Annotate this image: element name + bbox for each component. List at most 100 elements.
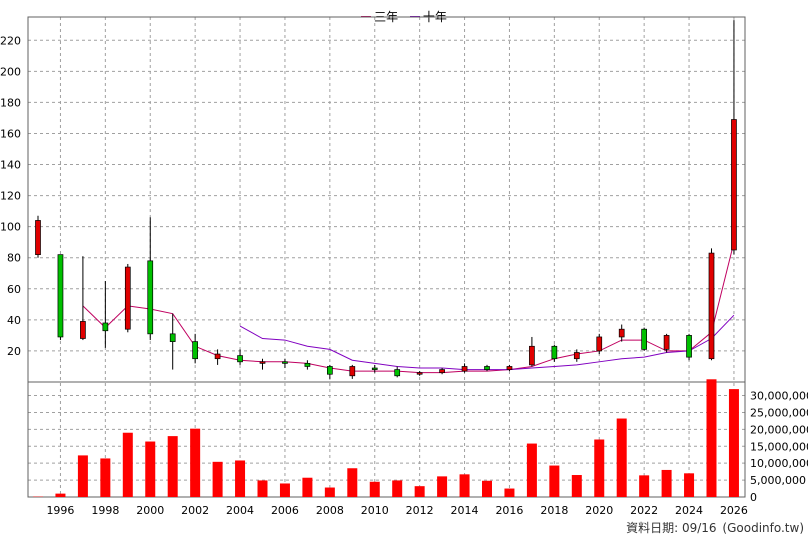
price-tick-label: 80 xyxy=(7,252,21,265)
candle-body xyxy=(708,252,715,360)
volume-bar xyxy=(55,493,66,497)
volume-bar xyxy=(77,455,88,497)
volume-bar xyxy=(661,469,672,497)
volume-tick-label: 30,000,000 xyxy=(750,390,808,403)
price-tick-label: 140 xyxy=(0,159,21,172)
volume-bar xyxy=(235,460,246,497)
ma-line-3yr xyxy=(82,242,735,374)
candle-body xyxy=(327,366,333,375)
candle-body xyxy=(147,260,154,335)
volume-bar xyxy=(190,428,201,497)
volume-bar xyxy=(549,465,560,497)
x-tick-label: 2020 xyxy=(585,504,613,517)
candle-body xyxy=(259,361,266,364)
candle-body xyxy=(641,328,648,350)
x-tick-label: 1998 xyxy=(91,504,119,517)
candle-body xyxy=(663,335,670,350)
x-tick-label: 2008 xyxy=(316,504,344,517)
x-tick-label: 2002 xyxy=(181,504,209,517)
x-tick-label: 2012 xyxy=(406,504,434,517)
x-tick-label: 2018 xyxy=(540,504,568,517)
volume-bar xyxy=(392,480,403,497)
candle-body xyxy=(214,353,221,360)
volume-tick-label: 5,000,000 xyxy=(750,474,806,487)
volume-bar xyxy=(459,474,470,497)
x-tick-label: 2014 xyxy=(451,504,479,517)
candle-body xyxy=(80,321,86,339)
volume-bar xyxy=(728,389,739,497)
candle-body xyxy=(349,366,356,377)
volume-bar xyxy=(414,486,425,497)
x-tick-label: 2024 xyxy=(675,504,703,517)
data-date-label: 資料日期: 09/16 xyxy=(626,521,717,535)
x-tick-label: 2004 xyxy=(226,504,254,517)
candle-body xyxy=(529,345,535,366)
candle-body xyxy=(394,369,401,377)
price-tick-label: 40 xyxy=(7,314,21,327)
x-tick-label: 2000 xyxy=(136,504,164,517)
price-tick-label: 100 xyxy=(0,221,21,234)
x-tick-label: 2026 xyxy=(720,504,748,517)
volume-bar xyxy=(526,443,537,497)
volume-bar xyxy=(122,432,133,497)
candle-body xyxy=(371,367,378,370)
x-tick-label: 2006 xyxy=(271,504,299,517)
candle-body xyxy=(439,369,445,374)
volume-bar xyxy=(437,476,448,497)
volume-tick-label: 15,000,000 xyxy=(750,440,808,453)
candle-body xyxy=(237,355,243,363)
volume-tick-label: 25,000,000 xyxy=(750,406,808,419)
volume-bar xyxy=(347,468,358,497)
volume-bar xyxy=(706,379,717,497)
volume-bar xyxy=(302,477,313,497)
x-tick-label: 2010 xyxy=(361,504,389,517)
candle-body xyxy=(124,266,131,330)
candle-body xyxy=(731,119,737,251)
candle-body xyxy=(573,352,580,360)
volume-bar xyxy=(145,441,156,497)
candle-body xyxy=(416,372,423,375)
price-tick-label: 180 xyxy=(0,96,21,109)
volume-bar xyxy=(639,475,650,497)
volume-bar xyxy=(616,418,627,497)
candle-body xyxy=(596,336,603,352)
candle-body xyxy=(686,335,692,358)
candle-body xyxy=(618,328,625,338)
ma-line-10yr xyxy=(239,314,735,371)
volume-bar xyxy=(167,436,178,497)
x-tick-label: 1996 xyxy=(46,504,74,517)
price-tick-label: 200 xyxy=(0,65,21,78)
volume-bar xyxy=(257,480,268,497)
candle-body xyxy=(506,366,513,370)
source-label: (Goodinfo.tw) xyxy=(722,521,804,535)
candle-body xyxy=(282,361,288,364)
volume-bar xyxy=(571,475,582,497)
volume-bar xyxy=(369,481,380,497)
volume-panel-frame xyxy=(27,381,746,498)
volume-bar xyxy=(212,461,223,497)
candle-body xyxy=(35,220,41,255)
volume-bar xyxy=(324,487,335,497)
candle-body xyxy=(304,363,311,367)
price-panel-frame xyxy=(27,16,746,383)
volume-bar xyxy=(684,473,695,497)
volume-bar xyxy=(504,488,515,497)
price-tick-label: 20 xyxy=(7,345,21,358)
candle-body xyxy=(57,254,64,338)
candle-body xyxy=(102,322,109,332)
data-date-footer: 資料日期: 09/16 (Goodinfo.tw) xyxy=(624,519,804,536)
candle-body xyxy=(461,366,468,372)
candle-body xyxy=(484,366,490,370)
price-tick-label: 220 xyxy=(0,34,21,47)
x-tick-label: 2022 xyxy=(630,504,658,517)
candle-body xyxy=(551,345,558,360)
volume-bar xyxy=(279,483,290,497)
volume-bar xyxy=(482,480,492,497)
volume-tick-label: 0 xyxy=(750,491,757,504)
price-tick-label: 160 xyxy=(0,127,21,140)
price-tick-label: 120 xyxy=(0,190,21,203)
volume-tick-label: 20,000,000 xyxy=(750,423,808,436)
volume-bar xyxy=(594,439,605,497)
volume-tick-label: 10,000,000 xyxy=(750,457,808,470)
